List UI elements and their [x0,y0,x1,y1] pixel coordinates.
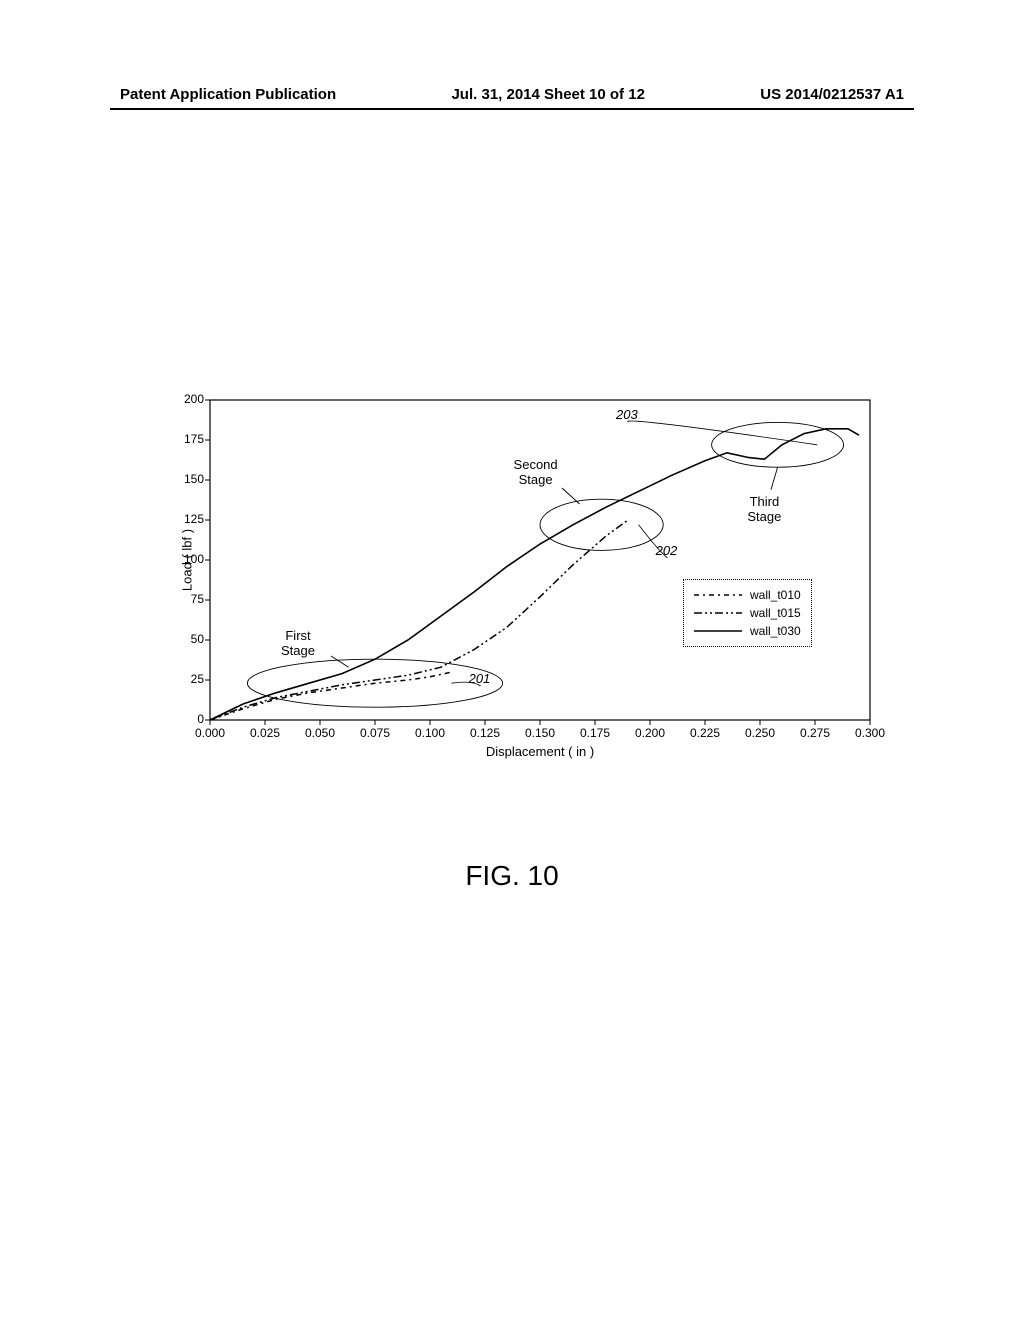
figure-10: Load ( lbf ) Displacement ( in ) 0255075… [145,400,885,760]
x-tick-label: 0.300 [855,720,885,740]
figure-caption: FIG. 10 [465,860,558,892]
chart-legend: wall_t010 wall_t015 wall_t030 [683,579,812,647]
annotation-ref-second-stage: 202 [656,544,678,559]
annotation-first-stage: FirstStage [268,629,328,659]
x-tick-label: 0.075 [360,720,390,740]
legend-swatch [694,625,742,637]
y-tick-label: 125 [170,512,210,526]
y-tick-label: 150 [170,472,210,486]
header-left: Patent Application Publication [120,86,336,103]
x-tick-label: 0.175 [580,720,610,740]
x-tick-label: 0.150 [525,720,555,740]
y-tick-label: 75 [170,592,210,606]
chart-svg [210,400,870,720]
x-tick-label: 0.050 [305,720,335,740]
y-tick-label: 175 [170,432,210,446]
x-tick-label: 0.125 [470,720,500,740]
legend-label: wall_t015 [750,606,801,620]
header-right: US 2014/0212537 A1 [760,86,904,103]
x-tick-label: 0.000 [195,720,225,740]
header-divider [110,108,914,110]
page-header: Patent Application Publication Jul. 31, … [0,86,1024,103]
legend-item: wall_t030 [694,622,801,640]
legend-item: wall_t015 [694,604,801,622]
y-tick-label: 50 [170,632,210,646]
header-center: Jul. 31, 2014 Sheet 10 of 12 [451,86,644,103]
annotation-ref-third-stage: 203 [616,408,638,423]
legend-label: wall_t010 [750,588,801,602]
x-tick-label: 0.100 [415,720,445,740]
legend-item: wall_t010 [694,586,801,604]
annotation-second-stage: SecondStage [506,458,566,488]
x-tick-label: 0.225 [690,720,720,740]
x-axis-label: Displacement ( in ) [486,744,594,759]
y-tick-label: 200 [170,392,210,406]
x-tick-label: 0.250 [745,720,775,740]
x-tick-label: 0.275 [800,720,830,740]
legend-label: wall_t030 [750,624,801,638]
y-tick-label: 100 [170,552,210,566]
y-tick-label: 25 [170,672,210,686]
annotation-ref-first-stage: 201 [469,672,491,687]
x-tick-label: 0.025 [250,720,280,740]
legend-swatch [694,589,742,601]
chart-plot-area: Load ( lbf ) Displacement ( in ) 0255075… [210,400,870,720]
x-tick-label: 0.200 [635,720,665,740]
annotation-third-stage: ThirdStage [734,495,794,525]
legend-swatch [694,607,742,619]
